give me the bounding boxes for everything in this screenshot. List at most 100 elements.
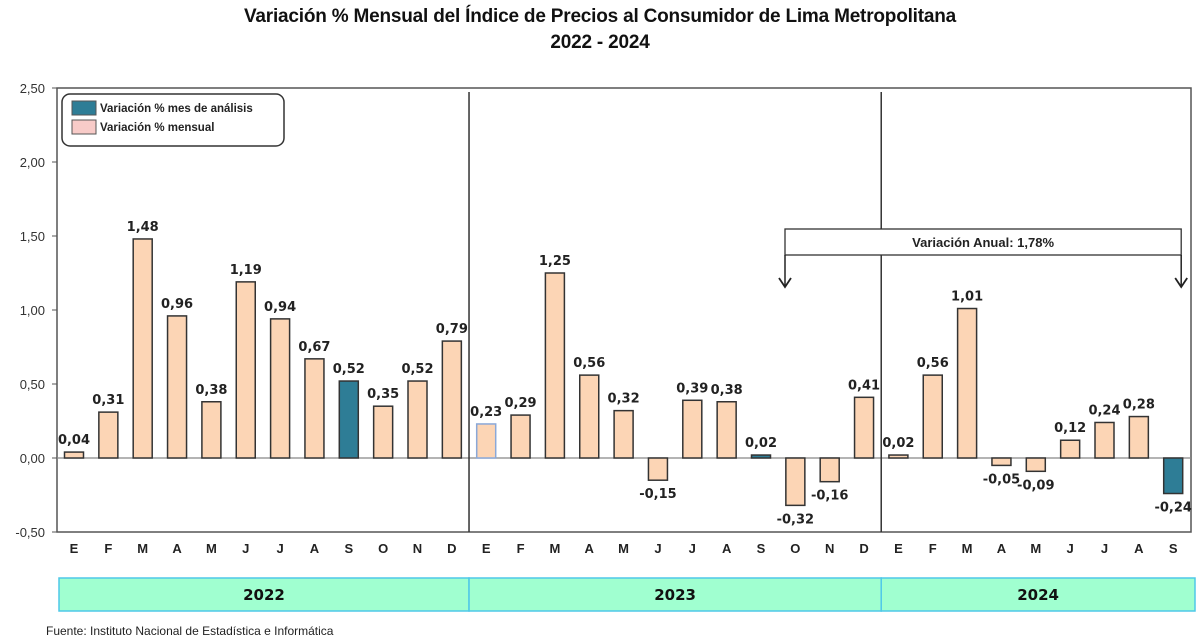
bar-value-label: 0,56: [917, 356, 949, 371]
x-tick-label: F: [104, 541, 112, 556]
bar: [888, 454, 909, 459]
x-tick-label: O: [378, 541, 388, 556]
source-note: Fuente: Instituto Nacional de Estadístic…: [46, 624, 334, 638]
bar-value-label: 0,29: [505, 396, 537, 411]
x-tick-label: A: [310, 541, 320, 556]
legend-swatch: [71, 100, 97, 116]
bar-value-label: 0,96: [161, 297, 193, 312]
bar: [956, 307, 978, 459]
bar-value-label: 0,38: [195, 383, 227, 398]
bar-value-label: -0,16: [811, 489, 848, 504]
x-tick-label: E: [894, 541, 903, 556]
x-tick-label: M: [137, 541, 148, 556]
bar-highlight: [750, 454, 772, 459]
x-tick-label: S: [1169, 541, 1178, 556]
x-tick-label: M: [206, 541, 217, 556]
x-tick-label: M: [618, 541, 629, 556]
legend-swatch: [71, 119, 97, 135]
bar-value-label: 0,35: [367, 387, 399, 402]
bar-value-label: -0,32: [777, 512, 814, 527]
bar-value-label: 0,28: [1123, 398, 1155, 413]
bar-value-label: 0,38: [711, 383, 743, 398]
bar: [132, 238, 153, 459]
bar-value-label: 0,67: [298, 340, 330, 355]
bar: [475, 423, 497, 459]
x-tick-label: A: [722, 541, 732, 556]
chart-title: Variación % Mensual del Índice de Precio…: [243, 6, 957, 27]
year-label: 2023: [654, 586, 696, 604]
annotation-arrow-right-icon: [1174, 277, 1188, 289]
legend-box: [61, 93, 285, 147]
x-tick-label: F: [517, 541, 525, 556]
chart-subtitle: 2022 - 2024: [550, 32, 650, 53]
year-band-2024: [880, 577, 1196, 612]
x-tick-label: J: [242, 541, 249, 556]
bar: [235, 281, 256, 459]
bar: [269, 318, 291, 459]
bar-value-label: 0,41: [848, 378, 880, 393]
bar: [853, 396, 875, 459]
x-tick-label: J: [1067, 541, 1074, 556]
bar-value-label: 1,48: [127, 220, 159, 235]
x-tick-label: E: [482, 541, 491, 556]
bar-value-label: 0,52: [333, 362, 365, 377]
x-tick-label: J: [1101, 541, 1108, 556]
bar-value-label: 0,12: [1054, 421, 1086, 436]
bar-value-label: 0,04: [58, 433, 90, 448]
bar-value-label: 1,19: [230, 263, 262, 278]
bar: [1059, 439, 1081, 459]
bar-value-label: 0,39: [676, 381, 708, 396]
y-tick-label: 0,00: [20, 451, 45, 466]
year-band-2022: [58, 577, 470, 612]
bar: [819, 457, 840, 483]
bar-value-label: 1,01: [951, 290, 983, 305]
bar: [1025, 457, 1047, 473]
bar: [579, 374, 600, 459]
x-tick-label: A: [172, 541, 182, 556]
plot-area: [56, 87, 1192, 533]
x-tick-label: S: [344, 541, 353, 556]
bar: [647, 457, 669, 481]
annotation-arrow-left-icon: [778, 277, 792, 289]
bar-value-label: 0,31: [92, 393, 124, 408]
x-tick-label: D: [859, 541, 868, 556]
bar: [304, 358, 325, 459]
bar: [613, 409, 634, 459]
x-tick-label: A: [1134, 541, 1144, 556]
bar: [510, 414, 531, 459]
x-tick-label: S: [757, 541, 766, 556]
bar: [1094, 421, 1115, 459]
bar: [1128, 415, 1150, 459]
bar-value-label: 0,23: [470, 405, 502, 420]
x-tick-label: J: [276, 541, 283, 556]
x-tick-label: M: [962, 541, 973, 556]
bar-value-label: 0,32: [608, 392, 640, 407]
bar: [716, 401, 737, 459]
x-tick-label: N: [825, 541, 834, 556]
bar-value-label: -0,15: [639, 487, 676, 502]
bar-value-label: 0,52: [401, 362, 433, 377]
x-tick-label: E: [70, 541, 79, 556]
x-tick-label: O: [790, 541, 800, 556]
bar-value-label: 1,25: [539, 254, 571, 269]
bar: [166, 315, 188, 459]
year-label: 2024: [1017, 586, 1059, 604]
bar: [63, 451, 85, 459]
bar: [922, 374, 943, 459]
y-tick-label: 2,50: [20, 81, 45, 96]
year-label: 2022: [243, 586, 285, 604]
bar-value-label: -0,05: [983, 472, 1020, 487]
x-tick-label: J: [689, 541, 696, 556]
bar: [201, 401, 222, 459]
y-tick-label: -0,50: [15, 525, 45, 540]
bar-value-label: 0,02: [882, 436, 914, 451]
bar: [682, 399, 703, 459]
bar: [407, 380, 428, 459]
bar: [544, 272, 566, 459]
bar-value-label: 0,02: [745, 436, 777, 451]
x-tick-label: F: [929, 541, 937, 556]
y-tick-label: 2,00: [20, 155, 45, 170]
x-tick-label: N: [413, 541, 422, 556]
x-tick-label: M: [549, 541, 560, 556]
